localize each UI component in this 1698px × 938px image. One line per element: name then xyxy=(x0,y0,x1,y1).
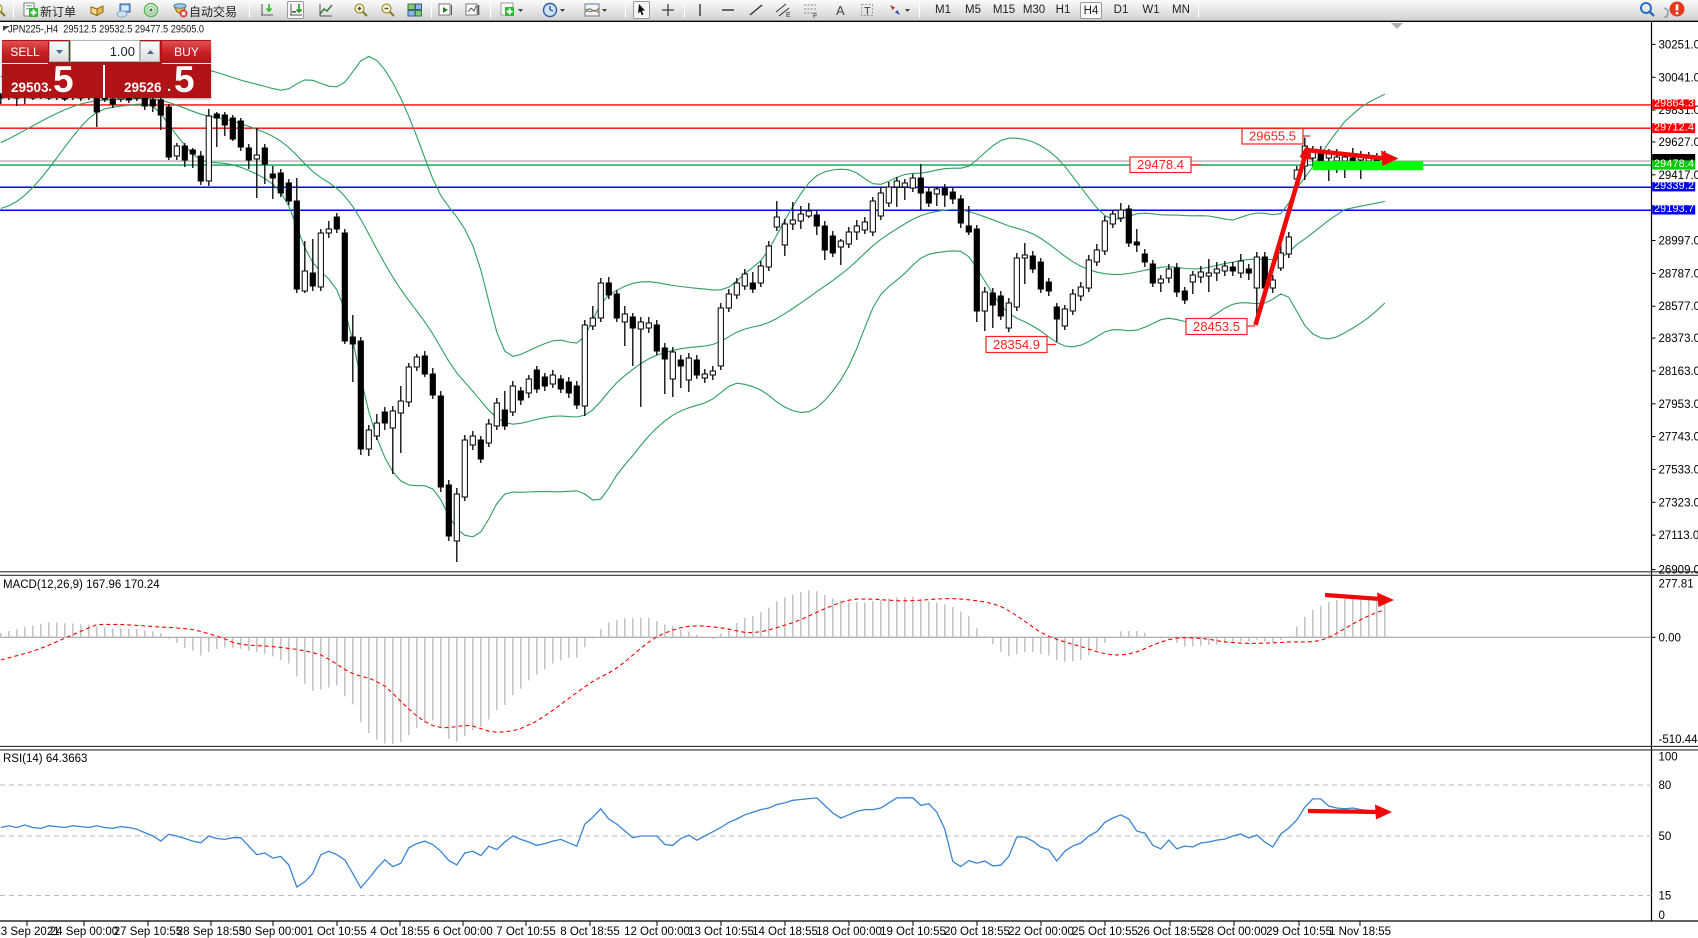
svg-text:26 Oct 18:55: 26 Oct 18:55 xyxy=(1137,926,1203,938)
svg-text:19 Oct 10:55: 19 Oct 10:55 xyxy=(880,926,946,938)
svg-text:28577.0: 28577.0 xyxy=(1659,301,1698,313)
svg-text:18 Oct 00:00: 18 Oct 00:00 xyxy=(816,926,882,938)
svg-text:29627.0: 29627.0 xyxy=(1659,137,1698,149)
svg-text:26909.0: 26909.0 xyxy=(1659,565,1698,577)
svg-text:15: 15 xyxy=(1659,891,1672,903)
svg-text:14 Oct 18:55: 14 Oct 18:55 xyxy=(752,926,818,938)
svg-text:30041.0: 30041.0 xyxy=(1659,72,1698,84)
svg-text:28354.9: 28354.9 xyxy=(993,337,1040,352)
svg-text:29417.0: 29417.0 xyxy=(1659,170,1698,182)
svg-text:1 Nov 18:55: 1 Nov 18:55 xyxy=(1329,926,1391,938)
svg-text:MACD(12,26,9) 167.96 170.24: MACD(12,26,9) 167.96 170.24 xyxy=(3,579,160,591)
svg-text:28997.0: 28997.0 xyxy=(1659,236,1698,248)
svg-text:30251.0: 30251.0 xyxy=(1659,39,1698,51)
svg-text:29478.4: 29478.4 xyxy=(1654,158,1694,170)
svg-text:29193.7: 29193.7 xyxy=(1654,203,1694,215)
svg-text:13 Oct 10:55: 13 Oct 10:55 xyxy=(688,926,754,938)
svg-text:29655.5: 29655.5 xyxy=(1249,129,1296,144)
svg-text:24 Sep 00:00: 24 Sep 00:00 xyxy=(50,926,118,938)
svg-text:29478.4: 29478.4 xyxy=(1137,157,1184,172)
svg-text:F: F xyxy=(813,13,817,18)
svg-text:12 Oct 00:00: 12 Oct 00:00 xyxy=(624,926,690,938)
svg-text:27533.0: 27533.0 xyxy=(1659,464,1698,476)
svg-text:30 Sep 00:00: 30 Sep 00:00 xyxy=(239,926,307,938)
svg-text:27113.0: 27113.0 xyxy=(1659,530,1698,542)
svg-text:29339.2: 29339.2 xyxy=(1654,180,1694,192)
svg-text:28787.0: 28787.0 xyxy=(1659,268,1698,280)
svg-text:28 Sep 18:55: 28 Sep 18:55 xyxy=(177,926,245,938)
svg-text:25 Oct 10:55: 25 Oct 10:55 xyxy=(1072,926,1138,938)
svg-text:100: 100 xyxy=(1659,751,1678,763)
svg-text:E: E xyxy=(786,12,791,18)
svg-text:27953.0: 27953.0 xyxy=(1659,399,1698,411)
svg-text:27743.0: 27743.0 xyxy=(1659,432,1698,444)
svg-text:28163.0: 28163.0 xyxy=(1659,366,1698,378)
svg-text:28 Oct 00:00: 28 Oct 00:00 xyxy=(1201,926,1267,938)
svg-text:1 Oct 10:55: 1 Oct 10:55 xyxy=(307,926,366,938)
svg-text:RSI(14) 64.3663: RSI(14) 64.3663 xyxy=(3,753,87,765)
svg-text:T: T xyxy=(864,6,871,18)
svg-text:22 Oct 00:00: 22 Oct 00:00 xyxy=(1008,926,1074,938)
svg-text:0: 0 xyxy=(1659,910,1665,922)
svg-text:JPN225-,H4 29512.5 29532.5 29: JPN225-,H4 29512.5 29532.5 29477.5 29505… xyxy=(8,24,204,36)
svg-text:27323.0: 27323.0 xyxy=(1659,497,1698,509)
svg-text:-510.44: -510.44 xyxy=(1659,734,1698,746)
svg-text:20 Oct 18:55: 20 Oct 18:55 xyxy=(944,926,1010,938)
svg-text:28373.0: 28373.0 xyxy=(1659,333,1698,345)
svg-text:277.81: 277.81 xyxy=(1659,579,1694,591)
svg-text:50: 50 xyxy=(1659,831,1672,843)
svg-text:0.00: 0.00 xyxy=(1659,632,1681,644)
svg-text:7 Oct 10:55: 7 Oct 10:55 xyxy=(496,926,555,938)
svg-text:28453.5: 28453.5 xyxy=(1193,319,1240,334)
svg-text:27 Sep 10:55: 27 Sep 10:55 xyxy=(114,926,182,938)
svg-text:29864.3: 29864.3 xyxy=(1654,98,1694,110)
svg-text:29 Oct 10:55: 29 Oct 10:55 xyxy=(1266,926,1332,938)
svg-text:80: 80 xyxy=(1659,780,1672,792)
svg-text:29712.4: 29712.4 xyxy=(1654,122,1694,134)
svg-text:6 Oct 00:00: 6 Oct 00:00 xyxy=(433,926,492,938)
svg-text:23 Sep 2021: 23 Sep 2021 xyxy=(0,926,60,938)
svg-text:4 Oct 18:55: 4 Oct 18:55 xyxy=(370,926,429,938)
svg-text:8 Oct 18:55: 8 Oct 18:55 xyxy=(560,926,619,938)
svg-text:A: A xyxy=(836,3,845,18)
